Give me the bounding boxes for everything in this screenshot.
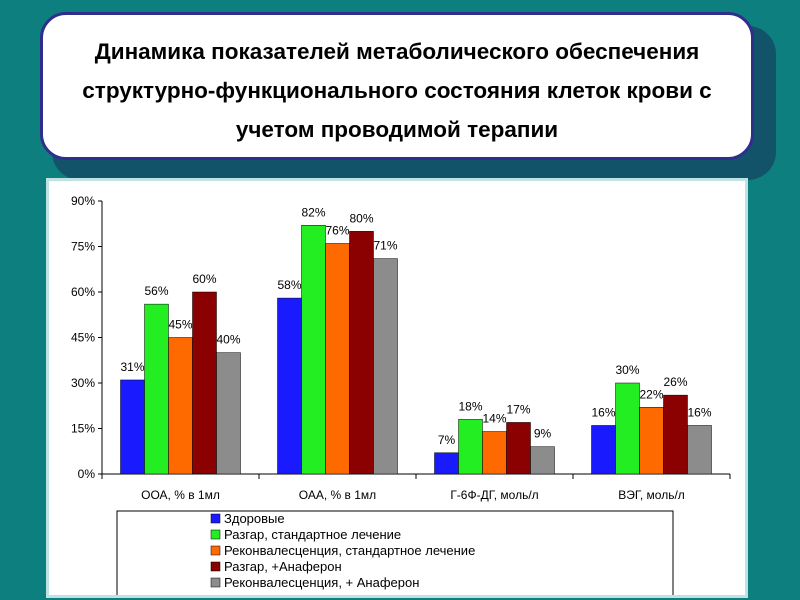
bar: [458, 419, 483, 475]
data-label: 30%: [615, 363, 639, 377]
bar: [506, 422, 531, 475]
x-tick-label: ООА, % в 1мл: [141, 488, 220, 502]
legend-swatch: [210, 577, 221, 588]
bar: [325, 243, 350, 475]
legend-box: [116, 510, 674, 595]
x-tick-label: ОАА, % в 1мл: [299, 488, 376, 502]
x-tick-label: ВЭГ, моль/л: [618, 488, 685, 502]
data-label: 31%: [120, 360, 144, 374]
legend-label: Разгар, +Анаферон: [224, 559, 342, 574]
data-label: 58%: [277, 278, 301, 292]
legend-swatch: [210, 529, 221, 540]
y-tick-label: 0%: [78, 467, 96, 481]
bar: [615, 382, 640, 475]
bar-chart: 0% 15% 30% 45% 60% 75% 90% ООА, % в 1мл 31% 56% 45…: [71, 194, 731, 595]
legend-label: Разгар, стандартное лечение: [224, 527, 401, 542]
data-label: 18%: [458, 399, 482, 413]
y-tick-label: 15%: [71, 422, 95, 436]
bar: [168, 337, 193, 475]
legend-swatch: [210, 561, 221, 572]
bar: [434, 452, 459, 475]
legend-swatch: [210, 513, 221, 524]
data-label: 9%: [534, 427, 552, 441]
data-label: 82%: [301, 205, 325, 219]
data-label: 22%: [639, 387, 663, 401]
legend-swatch: [210, 545, 221, 556]
bar: [687, 425, 712, 475]
chart-panel: 0% 15% 30% 45% 60% 75% 90% ООА, % в 1мл 31% 56% 45…: [46, 178, 748, 598]
x-tick-label: Г-6Ф-ДГ, моль/л: [450, 488, 538, 502]
data-label: 16%: [591, 405, 615, 419]
bar: [482, 431, 507, 475]
title-box: Динамика показателей метаболического обе…: [40, 12, 754, 160]
bar: [639, 407, 664, 475]
bar: [373, 258, 398, 475]
data-label: 56%: [144, 284, 168, 298]
bar: [277, 297, 302, 475]
data-label: 60%: [192, 272, 216, 286]
bar: [591, 425, 616, 475]
bar: [663, 394, 688, 475]
bar: [144, 303, 169, 475]
legend-label: Реконвалесценция, + Анаферон: [224, 575, 419, 590]
y-tick-label: 45%: [71, 331, 95, 345]
bar: [349, 231, 374, 475]
y-tick-label: 60%: [71, 285, 95, 299]
y-tick-label: 90%: [71, 194, 95, 208]
data-label: 17%: [506, 402, 530, 416]
legend-label: Реконвалесценция, стандартное лечение: [224, 543, 475, 558]
slide-title: Динамика показателей метаболического обе…: [82, 38, 712, 142]
data-label: 7%: [438, 433, 456, 447]
bar: [301, 225, 326, 475]
y-tick-label: 75%: [71, 240, 95, 254]
data-label: 14%: [482, 412, 506, 426]
bar: [120, 379, 145, 475]
legend-label: Здоровые: [224, 511, 285, 526]
data-label: 45%: [168, 318, 192, 332]
bar: [216, 352, 241, 475]
data-label: 76%: [325, 223, 349, 237]
data-label: 26%: [663, 375, 687, 389]
data-label: 16%: [687, 405, 711, 419]
data-label: 80%: [349, 211, 373, 225]
y-tick-label: 30%: [71, 376, 95, 390]
data-label: 40%: [216, 333, 240, 347]
data-label: 71%: [373, 239, 397, 253]
bar: [530, 446, 555, 475]
bar: [192, 291, 217, 475]
